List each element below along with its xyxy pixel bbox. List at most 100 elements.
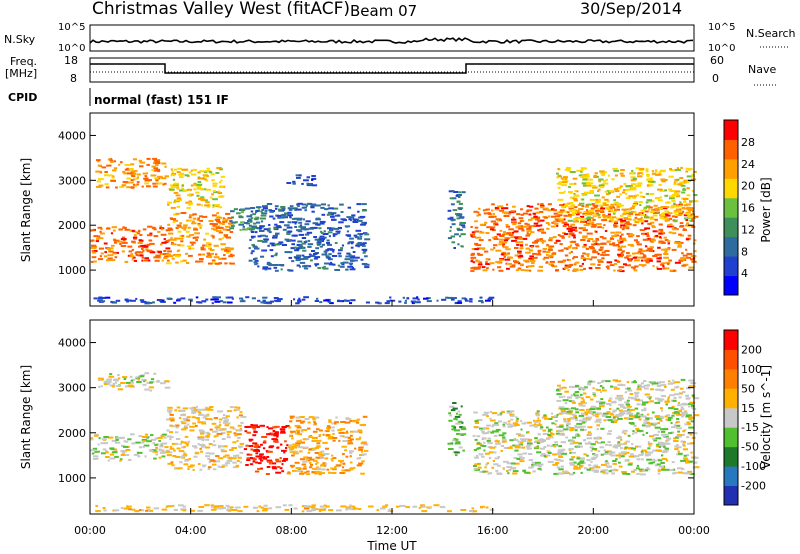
- scatter-cell: [461, 297, 467, 300]
- scatter-cell: [320, 468, 326, 471]
- scatter-cell: [306, 182, 310, 185]
- scatter-cell: [172, 221, 176, 224]
- scatter-cell: [93, 455, 99, 458]
- scatter-cell: [155, 164, 159, 167]
- scatter-cell: [620, 455, 625, 458]
- scatter-cell: [215, 253, 218, 256]
- scatter-cell: [226, 228, 231, 231]
- scatter-cell: [255, 246, 258, 249]
- scatter-cell: [618, 461, 621, 464]
- scatter-cell: [137, 242, 143, 244]
- scatter-cell: [582, 229, 588, 232]
- scatter-cell: [622, 452, 627, 455]
- scatter-cell: [597, 450, 601, 453]
- scatter-cell: [464, 299, 469, 302]
- scatter-cell: [330, 227, 335, 230]
- scatter-cell: [580, 387, 587, 390]
- scatter-cell: [324, 252, 327, 255]
- scatter-cell: [266, 229, 271, 232]
- scatter-cell: [658, 446, 662, 449]
- scatter-cell: [136, 173, 141, 176]
- scatter-cell: [175, 199, 179, 202]
- colorbar-swatch: [724, 120, 738, 140]
- scatter-cell: [677, 435, 682, 438]
- scatter-cell: [219, 465, 223, 468]
- scatter-cell: [586, 454, 589, 457]
- scatter-cell: [119, 458, 123, 461]
- colorbar-swatch: [724, 446, 738, 467]
- scatter-cell: [667, 242, 670, 245]
- scatter-cell: [626, 221, 630, 224]
- scatter-cell: [604, 198, 609, 201]
- scatter-cell: [176, 467, 181, 470]
- scatter-cell: [634, 407, 639, 410]
- scatter-cell: [205, 455, 211, 458]
- scatter-cell: [332, 207, 339, 210]
- scatter-cell: [207, 204, 211, 207]
- scatter-cell: [132, 171, 135, 174]
- scatter-cell: [670, 212, 673, 215]
- scatter-cell: [155, 453, 159, 456]
- scatter-cell: [155, 446, 159, 449]
- scatter-cell: [669, 197, 675, 200]
- scatter-cell: [518, 456, 523, 459]
- scatter-cell: [634, 416, 641, 418]
- scatter-cell: [240, 209, 246, 212]
- scatter-cell: [602, 386, 605, 389]
- scatter-cell: [135, 254, 139, 256]
- scatter-cell: [93, 297, 98, 300]
- scatter-cell: [124, 168, 131, 171]
- scatter-cell: [598, 412, 603, 415]
- scatter-cell: [247, 220, 253, 222]
- scatter-cell: [328, 235, 331, 238]
- scatter-cell: [599, 204, 604, 207]
- scatter-cell: [617, 384, 623, 386]
- scatter-cell: [513, 230, 519, 233]
- scatter-cell: [243, 505, 249, 508]
- scatter-cell: [606, 261, 613, 264]
- scatter-cell: [613, 224, 617, 227]
- scatter-cell: [593, 464, 599, 467]
- scatter-cell: [595, 223, 602, 226]
- scatter-cell: [344, 449, 348, 452]
- scatter-cell: [653, 424, 656, 427]
- scatter-cell: [507, 425, 513, 428]
- scatter-cell: [644, 216, 650, 219]
- scatter-cell: [594, 206, 598, 209]
- scatter-cell: [205, 435, 209, 438]
- scatter-cell: [349, 256, 356, 259]
- scatter-cell: [686, 414, 692, 417]
- scatter-cell: [90, 229, 93, 232]
- scatter-cell: [555, 218, 561, 221]
- scatter-cell: [306, 184, 312, 187]
- scatter-cell: [507, 256, 512, 259]
- scatter-cell: [203, 199, 208, 202]
- scatter-cell: [287, 230, 293, 233]
- scatter-cell: [672, 232, 677, 235]
- scatter-cell: [556, 224, 559, 227]
- scatter-cell: [483, 449, 486, 452]
- scatter-cell: [667, 240, 671, 243]
- scatter-cell: [611, 235, 618, 238]
- scatter-cell: [199, 188, 204, 191]
- scatter-cell: [124, 260, 129, 263]
- scatter-cell: [141, 439, 148, 441]
- scatter-cell: [120, 245, 127, 247]
- scatter-cell: [608, 444, 613, 447]
- scatter-cell: [149, 232, 153, 235]
- scatter-cell: [287, 221, 292, 224]
- scatter-cell: [671, 228, 678, 231]
- scatter-cell: [573, 465, 578, 468]
- scatter-cell: [205, 406, 208, 409]
- scatter-cell: [485, 506, 489, 509]
- scatter-cell: [681, 264, 687, 267]
- scatter-cell: [105, 456, 110, 458]
- scatter-cell: [122, 376, 125, 378]
- scatter-cell: [588, 220, 592, 223]
- scatter-cell: [494, 457, 500, 460]
- scatter-cell: [155, 168, 161, 171]
- scatter-cell: [663, 385, 667, 388]
- scatter-cell: [557, 211, 564, 214]
- scatter-cell: [321, 508, 326, 511]
- scatter-cell: [199, 260, 204, 263]
